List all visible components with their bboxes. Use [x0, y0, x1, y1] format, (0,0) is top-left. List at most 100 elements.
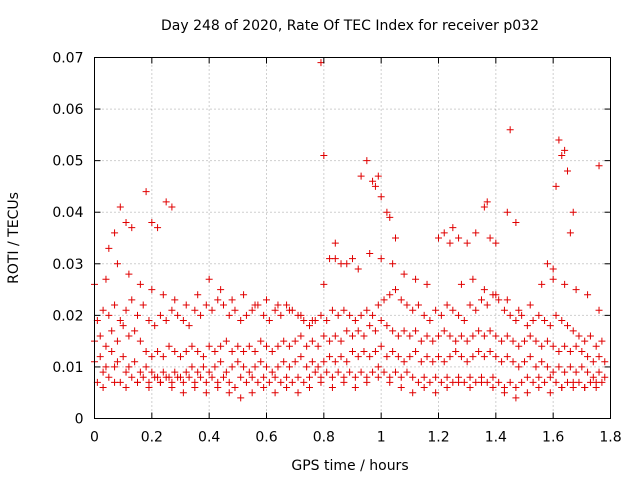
data-point: [174, 311, 182, 319]
data-point: [363, 306, 371, 314]
data-point: [211, 363, 219, 371]
data-point: [171, 368, 179, 376]
data-point: [265, 317, 273, 325]
data-point: [432, 306, 440, 314]
data-point: [297, 332, 305, 340]
data-point: [377, 193, 385, 201]
data-point: [337, 260, 345, 268]
data-point: [260, 384, 268, 392]
data-point: [492, 239, 500, 247]
data-point: [443, 384, 451, 392]
data-point: [478, 296, 485, 304]
data-point: [383, 322, 391, 330]
data-point: [512, 384, 520, 392]
data-point: [122, 384, 130, 392]
data-point: [303, 363, 311, 371]
data-point: [498, 337, 506, 345]
x-tick-label: 1.8: [599, 430, 621, 446]
data-point: [440, 229, 448, 237]
data-point: [552, 378, 560, 386]
data-point: [457, 332, 465, 340]
data-point: [535, 373, 543, 381]
data-point: [111, 301, 119, 309]
data-point: [102, 275, 110, 283]
data-point: [357, 368, 365, 376]
data-point: [165, 342, 173, 350]
data-point: [446, 353, 454, 361]
data-point: [151, 373, 159, 381]
data-point: [93, 378, 101, 386]
data-point: [457, 353, 465, 361]
data-point: [199, 353, 207, 361]
data-point: [449, 306, 457, 314]
data-point: [182, 301, 190, 309]
data-point: [535, 311, 543, 319]
data-point: [96, 332, 104, 340]
data-point: [202, 301, 210, 309]
data-point: [483, 198, 491, 206]
data-point: [208, 306, 216, 314]
data-point: [340, 378, 348, 386]
data-point: [492, 332, 500, 340]
data-point: [179, 378, 187, 386]
data-point: [578, 363, 586, 371]
data-point: [463, 239, 471, 247]
data-point: [486, 327, 494, 335]
data-point: [314, 363, 322, 371]
data-point: [521, 358, 528, 366]
data-point: [561, 280, 569, 288]
data-point: [460, 317, 468, 325]
data-point: [102, 342, 110, 350]
data-point: [475, 347, 483, 355]
data-point: [222, 368, 230, 376]
data-point: [99, 368, 107, 376]
data-point: [343, 358, 351, 366]
data-point: [397, 373, 405, 381]
data-point: [331, 358, 339, 366]
data-point: [254, 378, 262, 386]
data-point: [526, 332, 534, 340]
data-point: [116, 317, 124, 325]
data-point: [122, 368, 130, 376]
data-point: [237, 373, 245, 381]
data-point: [326, 353, 334, 361]
data-point: [357, 311, 365, 319]
data-point: [263, 363, 270, 371]
data-point: [311, 368, 319, 376]
data-point: [486, 234, 494, 242]
data-point: [220, 373, 227, 381]
data-point: [317, 311, 325, 319]
data-point: [414, 301, 422, 309]
data-point: [306, 384, 313, 392]
data-point: [377, 342, 385, 350]
data-point: [328, 384, 336, 392]
data-point: [498, 358, 506, 366]
data-point: [334, 311, 342, 319]
data-point: [108, 347, 116, 355]
data-point: [363, 378, 371, 386]
data-point: [377, 317, 385, 325]
data-point: [225, 311, 233, 319]
data-point: [105, 311, 113, 319]
data-point: [280, 337, 288, 345]
data-point: [584, 353, 592, 361]
data-point: [294, 373, 302, 381]
data-point: [285, 306, 293, 314]
data-point: [294, 389, 302, 397]
data-point: [320, 358, 328, 366]
data-point: [584, 291, 592, 299]
data-point: [569, 208, 577, 216]
data-point: [601, 373, 609, 381]
data-point: [354, 327, 362, 335]
data-point: [598, 337, 606, 345]
data-point: [154, 224, 162, 232]
data-point: [566, 347, 574, 355]
data-point: [389, 347, 397, 355]
data-point: [566, 363, 574, 371]
data-point: [449, 224, 457, 232]
data-point: [397, 384, 405, 392]
data-point: [443, 301, 451, 309]
data-point: [162, 317, 170, 325]
data-point: [283, 384, 291, 392]
data-point: [386, 213, 394, 221]
